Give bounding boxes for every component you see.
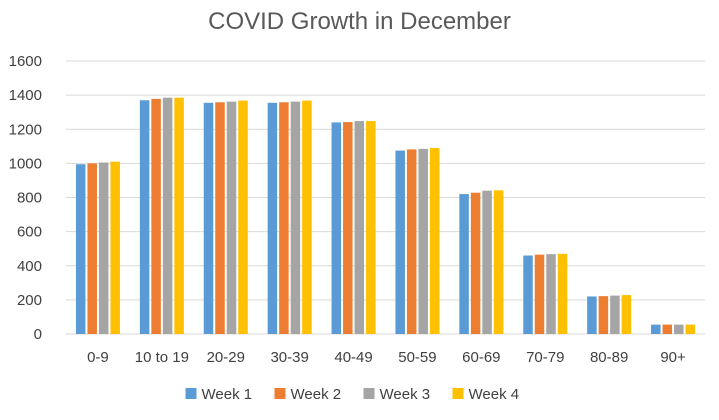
y-tick-label: 1600	[9, 53, 42, 70]
bar-week-4-9	[685, 324, 696, 334]
bar-week-4-5	[429, 148, 440, 334]
bar-week-1-1	[139, 100, 150, 335]
y-tick-label: 1000	[9, 155, 42, 172]
bar-week-2-7	[534, 254, 545, 334]
x-tick-label: 40-49	[334, 349, 372, 366]
bar-week-3-3	[290, 101, 301, 334]
bar-week-1-5	[395, 150, 405, 334]
bar-week-3-1	[162, 97, 173, 334]
bar-week-1-2	[203, 102, 214, 334]
bar-week-3-2	[226, 101, 237, 334]
bar-week-2-3	[279, 102, 289, 334]
bar-week-4-4	[366, 121, 376, 334]
bar-week-2-4	[343, 122, 353, 335]
x-tick-label: 60-69	[462, 349, 500, 366]
bar-week-2-9	[662, 324, 673, 334]
legend-swatch	[274, 388, 286, 399]
bar-week-1-3	[267, 102, 278, 334]
legend-swatch	[452, 388, 464, 399]
x-tick-label: 50-59	[398, 349, 436, 366]
legend-label: Week 3	[380, 386, 431, 403]
legend: Week 1 Week 2 Week 3 Week 4	[185, 386, 520, 403]
x-tick-label: 20-29	[207, 349, 245, 366]
bar-week-2-1	[151, 98, 161, 334]
x-tick-label: 0-9	[87, 349, 109, 366]
bar-week-1-4	[331, 122, 342, 334]
bar-week-3-4	[354, 121, 365, 334]
y-tick-label: 800	[17, 190, 42, 207]
bar-week-2-8	[598, 296, 609, 334]
bar-week-2-2	[215, 102, 225, 334]
bar-week-2-6	[470, 192, 481, 334]
bar-week-1-7	[523, 255, 533, 334]
y-axis-ticks: 0 200 400 600 800 1000 1200 1400 1600	[9, 53, 42, 343]
bar-week-3-5	[418, 148, 428, 334]
legend-label: Week 2	[291, 386, 342, 403]
bars	[75, 97, 696, 335]
legend-label: Week 4	[469, 386, 520, 403]
bar-week-3-8	[610, 295, 620, 334]
bar-week-4-1	[174, 97, 184, 334]
x-tick-label: 80-89	[590, 349, 628, 366]
bar-week-4-2	[238, 100, 248, 335]
x-axis-ticks: 0-9 10 to 19 20-29 30-39 40-49 50-59 60-69 70-7…	[87, 349, 686, 366]
bar-week-4-0	[110, 161, 120, 334]
y-tick-label: 1200	[9, 121, 42, 138]
bar-week-4-3	[302, 100, 312, 335]
bar-week-1-6	[459, 194, 469, 334]
legend-label: Week 1	[202, 386, 253, 403]
bar-week-3-0	[98, 162, 109, 334]
bar-week-1-9	[651, 324, 661, 334]
bar-week-4-6	[493, 190, 504, 334]
x-tick-label: 10 to 19	[135, 349, 189, 366]
y-tick-label: 1400	[9, 87, 42, 104]
x-tick-label: 70-79	[526, 349, 564, 366]
y-tick-label: 400	[17, 258, 42, 275]
y-tick-label: 0	[34, 326, 42, 343]
bar-week-4-7	[557, 253, 568, 334]
y-tick-label: 200	[17, 292, 42, 309]
bar-week-3-6	[482, 190, 492, 334]
chart-title: COVID Growth in December	[208, 8, 511, 35]
bar-week-1-0	[75, 164, 86, 334]
gridlines	[66, 60, 705, 335]
legend-swatch	[185, 388, 197, 399]
x-tick-label: 30-39	[270, 349, 308, 366]
x-tick-label: 90+	[660, 349, 686, 366]
bar-week-1-8	[587, 296, 597, 334]
bar-week-2-0	[87, 163, 97, 334]
bar-week-3-7	[546, 254, 556, 334]
y-tick-label: 600	[17, 224, 42, 241]
bar-week-2-5	[406, 149, 417, 334]
bar-week-4-8	[621, 295, 632, 334]
legend-swatch	[363, 388, 375, 399]
bar-week-3-9	[674, 324, 684, 334]
